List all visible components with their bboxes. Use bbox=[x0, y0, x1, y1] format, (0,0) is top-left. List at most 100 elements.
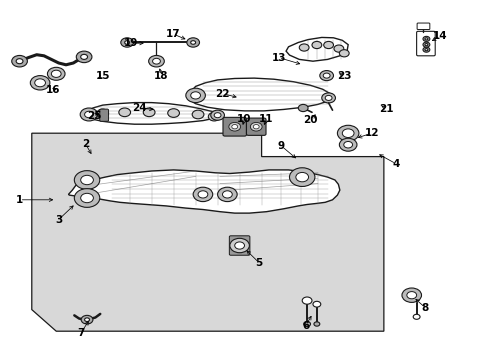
Circle shape bbox=[185, 88, 205, 103]
Circle shape bbox=[84, 111, 93, 118]
Circle shape bbox=[81, 54, 87, 59]
Text: 21: 21 bbox=[378, 104, 393, 114]
Circle shape bbox=[342, 129, 353, 138]
Circle shape bbox=[401, 288, 421, 302]
FancyBboxPatch shape bbox=[100, 109, 108, 121]
Circle shape bbox=[30, 76, 50, 90]
Text: 12: 12 bbox=[364, 128, 378, 138]
Circle shape bbox=[343, 141, 352, 148]
FancyBboxPatch shape bbox=[229, 236, 249, 255]
Circle shape bbox=[234, 242, 244, 249]
Polygon shape bbox=[32, 133, 383, 331]
Circle shape bbox=[323, 73, 329, 78]
Text: 8: 8 bbox=[421, 303, 428, 313]
Circle shape bbox=[217, 187, 237, 202]
Text: 19: 19 bbox=[123, 38, 138, 48]
Text: 13: 13 bbox=[271, 53, 285, 63]
Polygon shape bbox=[84, 103, 219, 124]
Circle shape bbox=[228, 122, 240, 131]
Polygon shape bbox=[68, 170, 339, 213]
Circle shape bbox=[121, 38, 133, 47]
Circle shape bbox=[193, 187, 212, 202]
Text: 3: 3 bbox=[55, 215, 62, 225]
Circle shape bbox=[325, 95, 331, 100]
Circle shape bbox=[313, 322, 319, 326]
Text: 10: 10 bbox=[237, 114, 251, 124]
Circle shape bbox=[124, 41, 129, 44]
Circle shape bbox=[312, 301, 320, 307]
Circle shape bbox=[12, 55, 27, 67]
Circle shape bbox=[424, 44, 427, 46]
FancyBboxPatch shape bbox=[416, 31, 434, 56]
Circle shape bbox=[339, 138, 356, 151]
Circle shape bbox=[229, 238, 249, 253]
Text: 20: 20 bbox=[303, 114, 317, 125]
Circle shape bbox=[333, 45, 343, 52]
Text: 6: 6 bbox=[302, 321, 308, 331]
Circle shape bbox=[231, 125, 237, 129]
Text: 25: 25 bbox=[86, 111, 101, 121]
Circle shape bbox=[81, 193, 93, 203]
Circle shape bbox=[47, 67, 65, 80]
Text: 1: 1 bbox=[16, 195, 23, 205]
Text: 9: 9 bbox=[277, 141, 284, 151]
Circle shape bbox=[339, 50, 348, 57]
FancyBboxPatch shape bbox=[246, 118, 265, 135]
Circle shape bbox=[97, 109, 108, 118]
Circle shape bbox=[143, 108, 155, 117]
Circle shape bbox=[51, 70, 61, 77]
Circle shape bbox=[311, 41, 321, 49]
Circle shape bbox=[298, 104, 307, 112]
Circle shape bbox=[148, 55, 164, 67]
Circle shape bbox=[190, 41, 195, 44]
Circle shape bbox=[337, 125, 358, 141]
Circle shape bbox=[295, 172, 308, 182]
Text: 11: 11 bbox=[259, 114, 273, 124]
Circle shape bbox=[250, 122, 262, 131]
Circle shape bbox=[198, 191, 207, 198]
Circle shape bbox=[222, 191, 232, 198]
Circle shape bbox=[321, 93, 335, 103]
Polygon shape bbox=[189, 78, 331, 111]
Circle shape bbox=[80, 108, 98, 121]
Circle shape bbox=[422, 47, 429, 52]
Circle shape bbox=[406, 292, 416, 299]
Polygon shape bbox=[285, 37, 347, 61]
Circle shape bbox=[192, 110, 203, 119]
Circle shape bbox=[119, 108, 130, 117]
Text: 24: 24 bbox=[132, 103, 146, 113]
Circle shape bbox=[74, 189, 100, 207]
Text: 17: 17 bbox=[166, 29, 181, 39]
Circle shape bbox=[253, 125, 259, 129]
Circle shape bbox=[81, 175, 93, 185]
Text: 14: 14 bbox=[432, 31, 447, 41]
Text: 4: 4 bbox=[391, 159, 399, 169]
Circle shape bbox=[289, 168, 314, 186]
Circle shape bbox=[84, 318, 89, 321]
Text: 5: 5 bbox=[255, 258, 262, 268]
Circle shape bbox=[299, 44, 308, 51]
Circle shape bbox=[210, 110, 224, 120]
Text: 16: 16 bbox=[45, 85, 60, 95]
Circle shape bbox=[302, 297, 311, 304]
Circle shape bbox=[214, 113, 221, 118]
Text: 18: 18 bbox=[154, 71, 168, 81]
Circle shape bbox=[190, 92, 200, 99]
Text: 15: 15 bbox=[95, 71, 110, 81]
Circle shape bbox=[303, 321, 310, 327]
FancyBboxPatch shape bbox=[416, 23, 429, 30]
Circle shape bbox=[16, 59, 23, 64]
Text: 22: 22 bbox=[215, 89, 229, 99]
Text: 7: 7 bbox=[77, 328, 84, 338]
Circle shape bbox=[208, 112, 220, 121]
Circle shape bbox=[152, 58, 160, 64]
Circle shape bbox=[412, 314, 419, 319]
Circle shape bbox=[186, 38, 199, 47]
Text: 2: 2 bbox=[82, 139, 89, 149]
Circle shape bbox=[76, 51, 92, 63]
Circle shape bbox=[422, 36, 429, 41]
Circle shape bbox=[323, 41, 333, 49]
Circle shape bbox=[422, 42, 429, 47]
Circle shape bbox=[74, 171, 100, 189]
Circle shape bbox=[81, 315, 93, 324]
